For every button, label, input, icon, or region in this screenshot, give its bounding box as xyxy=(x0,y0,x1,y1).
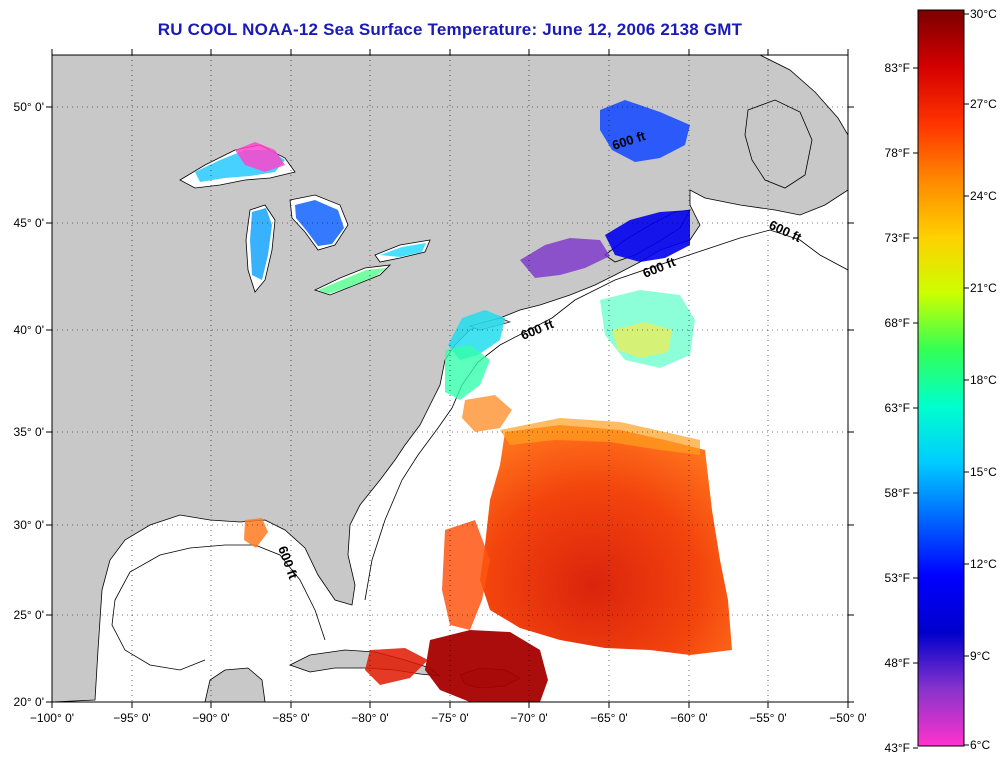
sst-gulf-northern xyxy=(244,518,268,548)
map-content: 600 ft 600 ft 600 ft 600 ft 600 ft xyxy=(52,55,848,702)
lat-tick-label: 40° 0' xyxy=(14,323,44,337)
lon-tick-label: −70° 0' xyxy=(510,711,547,725)
sst-cuba-east xyxy=(365,648,428,685)
colorbar-celsius-label: 30°C xyxy=(970,7,997,21)
lat-tick-label: 30° 0' xyxy=(14,518,44,532)
longitude-ticks: −100° 0' −95° 0' −90° 0' −85° 0' −80° 0' −75°… xyxy=(30,49,867,725)
colorbar-fahrenheit-label: 73°F xyxy=(885,231,910,245)
colorbar-fahrenheit-label: 83°F xyxy=(885,61,910,75)
lon-tick-label: −65° 0' xyxy=(590,711,627,725)
lon-tick-label: −75° 0' xyxy=(431,711,468,725)
colorbar-celsius-label: 12°C xyxy=(970,557,997,571)
sst-gulf-maine xyxy=(605,210,690,262)
colorbar-fahrenheit-label: 48°F xyxy=(885,656,910,670)
map-title: RU COOL NOAA-12 Sea Surface Temperature:… xyxy=(157,20,743,39)
colorbar-celsius-labels: 30°C 27°C 24°C 21°C 18°C 15°C 12°C 9°C 6°C xyxy=(964,7,997,752)
lat-tick-label: 45° 0' xyxy=(14,216,44,230)
lon-tick-label: −95° 0' xyxy=(113,711,150,725)
sst-sargasso xyxy=(480,425,732,655)
colorbar-fahrenheit-label: 63°F xyxy=(885,401,910,415)
sst-mid-atlantic xyxy=(445,345,490,400)
sst-lake-michigan xyxy=(250,208,272,280)
sst-lake-superior-cold xyxy=(235,142,285,172)
colorbar-celsius-label: 24°C xyxy=(970,189,997,203)
sst-slope-water-yellow xyxy=(612,322,672,358)
colorbar xyxy=(917,9,965,747)
sst-lake-erie xyxy=(318,268,386,294)
latitude-ticks: 50° 0' 45° 0' 40° 0' 35° 0' 30° 0' 25° 0' 20° … xyxy=(14,100,854,709)
lon-tick-label: −50° 0' xyxy=(829,711,866,725)
colorbar-celsius-label: 9°C xyxy=(970,649,990,663)
lon-tick-label: −100° 0' xyxy=(30,711,74,725)
lat-tick-label: 20° 0' xyxy=(14,695,44,709)
sst-orange-fringe xyxy=(500,418,700,455)
isobath-gulf xyxy=(111,544,326,671)
land-yucatan xyxy=(204,667,266,702)
colorbar-celsius-label: 27°C xyxy=(970,97,997,111)
colorbar-fahrenheit-label: 43°F xyxy=(885,741,910,755)
sst-florida-strait xyxy=(442,520,490,630)
sst-carolina-shelf xyxy=(462,395,512,432)
sst-overlay xyxy=(195,100,732,702)
lon-tick-label: −90° 0' xyxy=(192,711,229,725)
colorbar-celsius-label: 18°C xyxy=(970,373,997,387)
lon-tick-label: −80° 0' xyxy=(351,711,388,725)
colorbar-fahrenheit-label: 53°F xyxy=(885,571,910,585)
colorbar-fahrenheit-labels: 83°F 78°F 73°F 68°F 63°F 58°F 53°F 48°F 43°F xyxy=(885,61,918,755)
land-newfoundland xyxy=(744,99,813,189)
lon-tick-label: −85° 0' xyxy=(272,711,309,725)
colorbar-fahrenheit-label: 68°F xyxy=(885,316,910,330)
lon-tick-label: −60° 0' xyxy=(670,711,707,725)
lat-tick-label: 50° 0' xyxy=(14,100,44,114)
lat-tick-label: 25° 0' xyxy=(14,608,44,622)
sst-gulf-st-lawrence xyxy=(600,100,690,162)
colorbar-celsius-label: 15°C xyxy=(970,465,997,479)
lat-tick-label: 35° 0' xyxy=(14,425,44,439)
sst-caribbean xyxy=(425,630,548,702)
colorbar-fahrenheit-label: 78°F xyxy=(885,146,910,160)
lon-tick-label: −55° 0' xyxy=(749,711,786,725)
sst-lake-ontario xyxy=(380,243,426,257)
colorbar-celsius-label: 6°C xyxy=(970,738,990,752)
colorbar-fahrenheit-label: 58°F xyxy=(885,486,910,500)
isobath-atlantic xyxy=(364,229,848,601)
sst-gulf-maine-purple xyxy=(520,238,610,278)
colorbar-celsius-label: 21°C xyxy=(970,281,997,295)
sst-lake-huron xyxy=(295,200,344,246)
